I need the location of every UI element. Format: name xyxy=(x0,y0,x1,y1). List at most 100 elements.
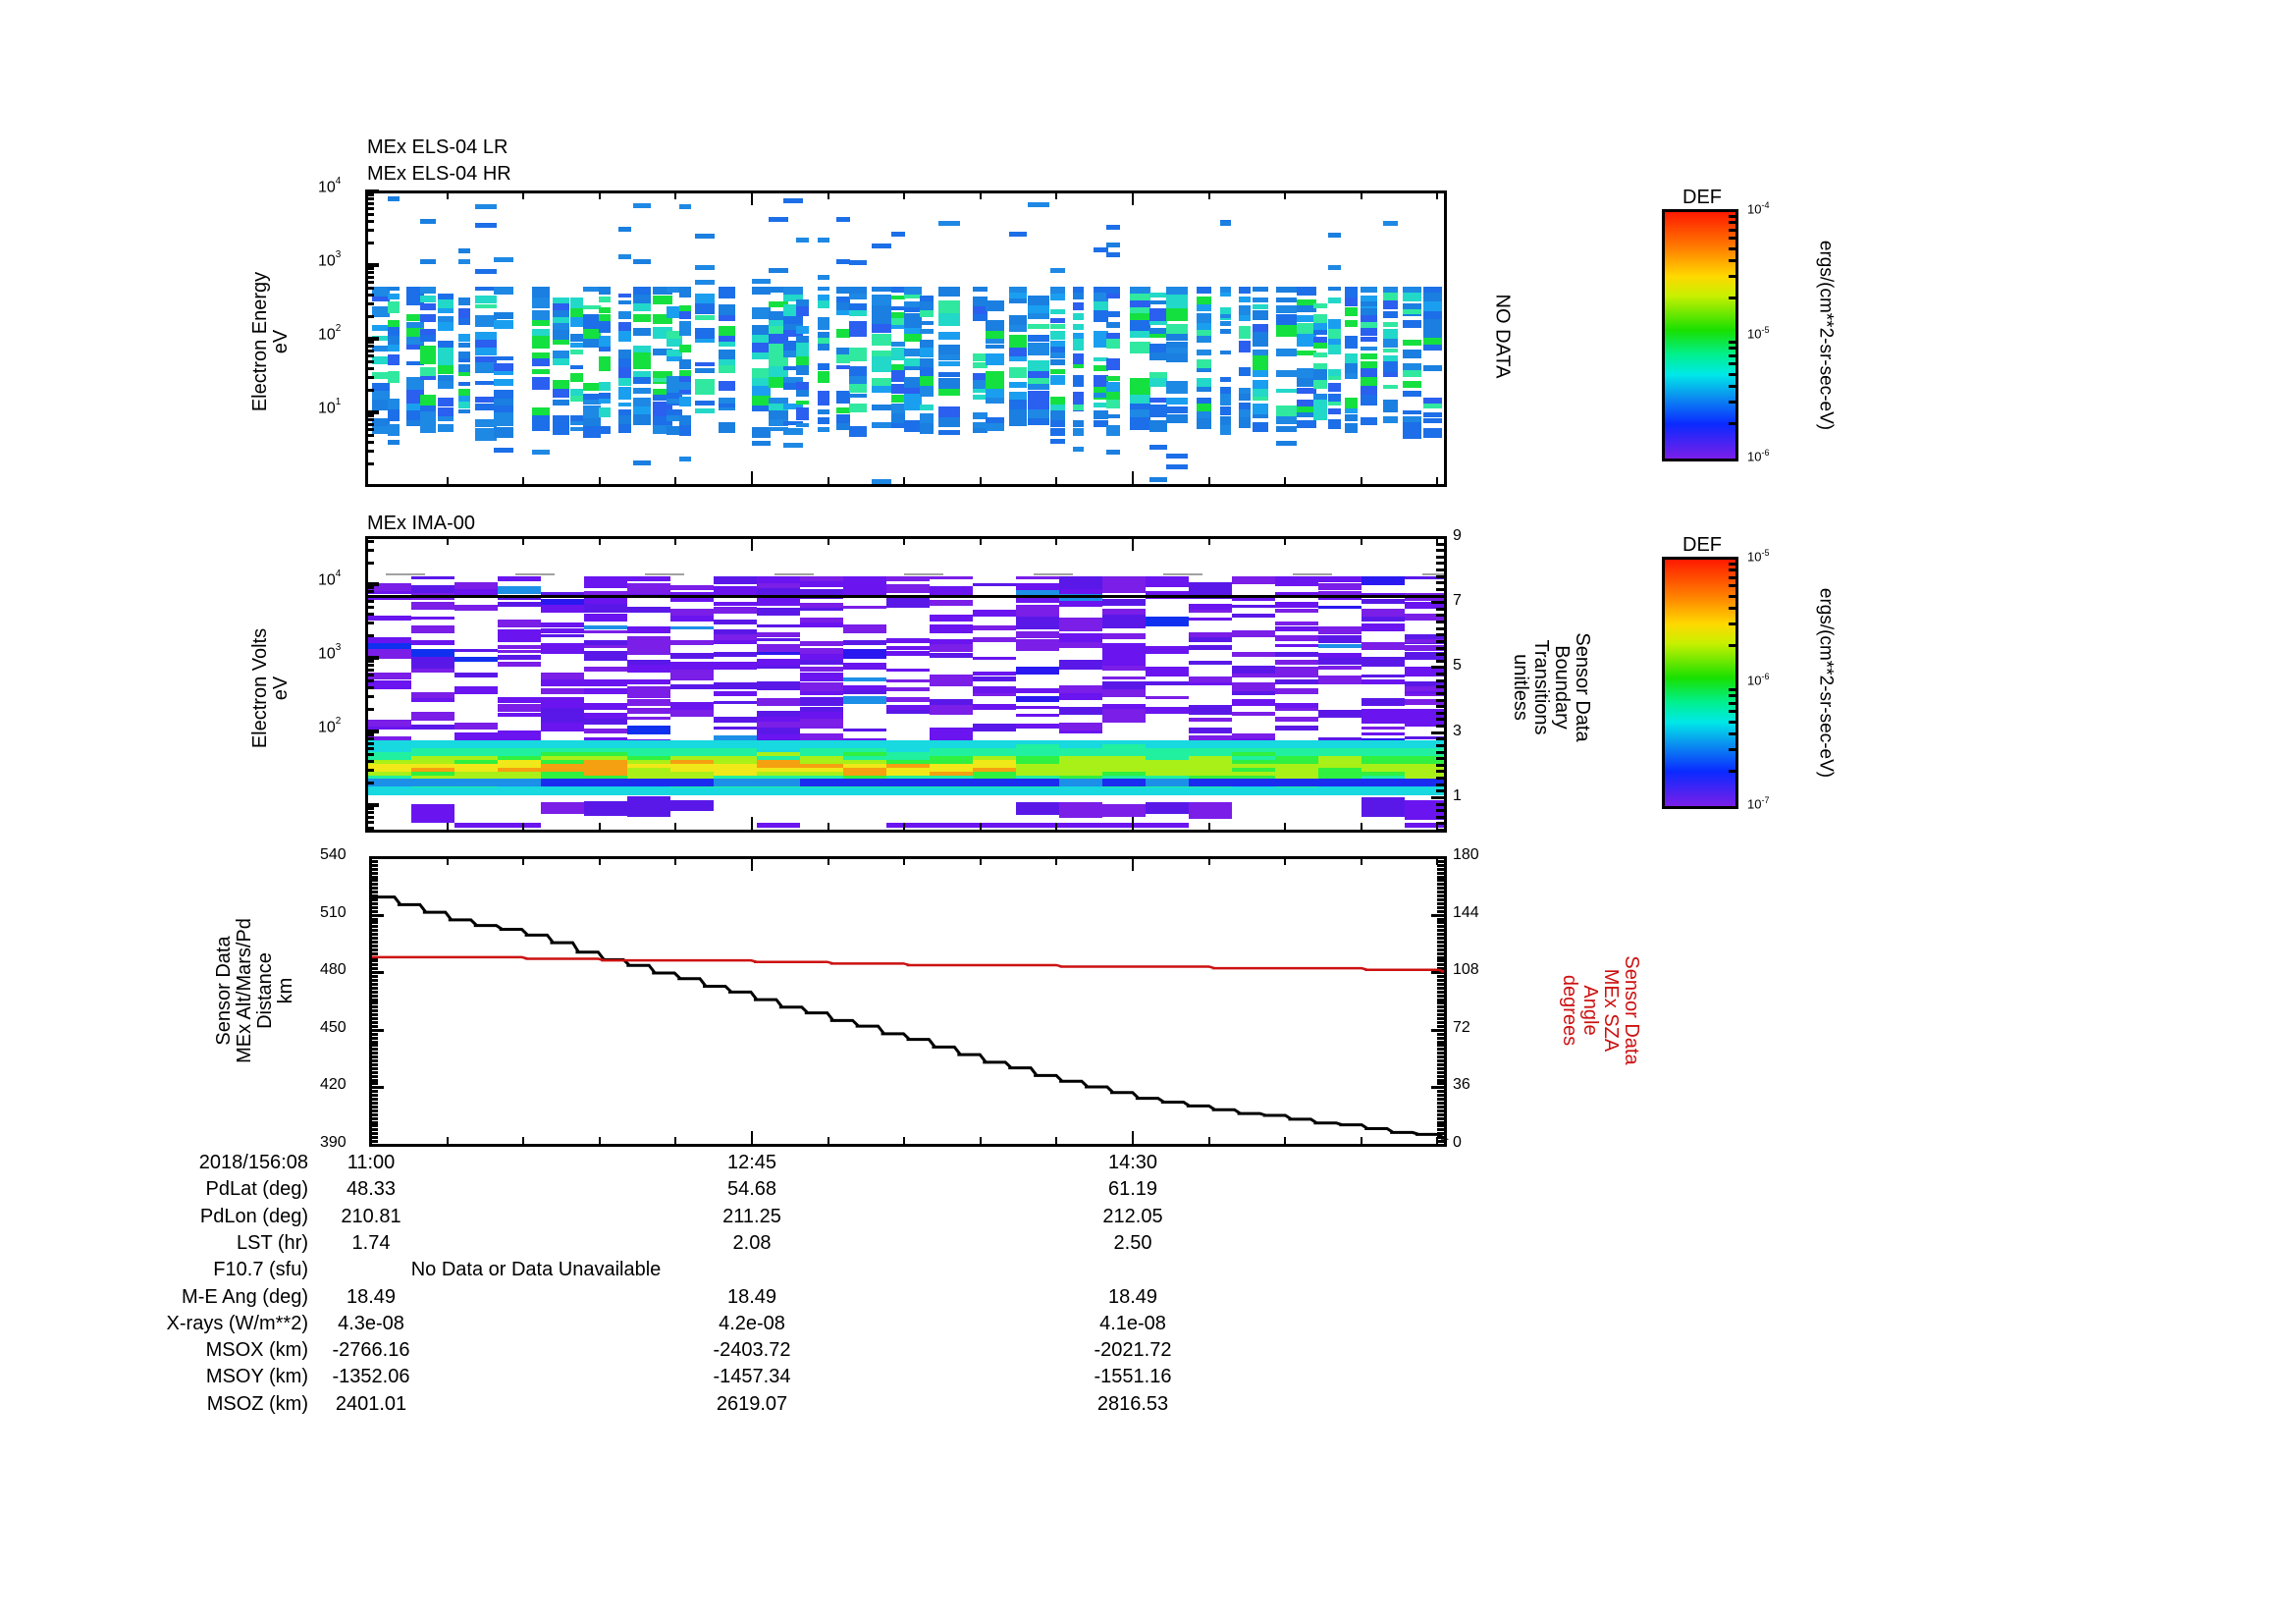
spectrogram-bin xyxy=(1149,445,1167,450)
x-tick xyxy=(1436,191,1439,199)
spectrogram-bin xyxy=(633,377,651,384)
spectrogram-bin xyxy=(541,752,584,756)
right-axis-tick xyxy=(1437,967,1445,971)
spectrogram-bin xyxy=(1232,595,1275,601)
spectrogram-bin xyxy=(1028,360,1049,372)
spectrogram-bin xyxy=(1313,330,1327,335)
spectrogram-bin xyxy=(1313,343,1327,349)
right-axis-tick xyxy=(1437,883,1445,887)
info-row-value: 1.74 xyxy=(351,1231,391,1254)
spectrogram-bin xyxy=(1073,353,1084,365)
spectrogram-bin xyxy=(1189,632,1232,641)
spectrogram-bin xyxy=(1166,398,1188,405)
spectrogram-bin xyxy=(1130,409,1150,417)
spectrogram-bin xyxy=(475,348,497,355)
spectrogram-bin xyxy=(930,744,973,748)
x-tick xyxy=(1207,191,1210,199)
spectrogram-bin xyxy=(1102,764,1146,768)
spectrogram-bin xyxy=(938,372,960,377)
spectrogram-bin xyxy=(1073,405,1084,410)
y-minor-tick xyxy=(365,586,374,590)
spectrogram-bin xyxy=(633,414,651,425)
y-label-line: Electron Volts xyxy=(249,627,271,749)
spectrogram-bin xyxy=(1016,802,1059,815)
spectrogram-bin xyxy=(541,714,584,723)
spectrogram-bin xyxy=(498,791,541,795)
spectrogram-bin xyxy=(1059,760,1102,764)
x-tick xyxy=(1360,823,1362,831)
spectrogram-bin xyxy=(872,386,891,393)
x-tick xyxy=(674,857,677,865)
spectrogram-bin xyxy=(930,624,973,633)
spectrogram-bin xyxy=(368,673,411,679)
spectrogram-bin xyxy=(1130,378,1150,387)
spectrogram-bin xyxy=(872,363,891,372)
right-axis-tick xyxy=(1437,887,1445,891)
spectrogram-bin xyxy=(1275,674,1318,677)
spectrogram-bin xyxy=(1362,772,1405,776)
x-tick xyxy=(1132,471,1134,485)
spectrogram-bin xyxy=(886,779,930,786)
spectrogram-bin xyxy=(645,573,684,575)
spectrogram-bin xyxy=(584,713,627,722)
left-axis-tick xyxy=(370,1102,378,1106)
spectrogram-bin xyxy=(494,399,513,407)
spectrogram-bin xyxy=(757,666,800,669)
spectrogram-bin xyxy=(1102,583,1146,593)
right-axis-tick xyxy=(1436,809,1445,813)
spectrogram-bin xyxy=(670,791,714,795)
y-major-tick xyxy=(365,410,379,414)
right-axis-tick xyxy=(1437,1074,1445,1078)
spectrogram-bin xyxy=(1275,703,1318,710)
spectrogram-bin xyxy=(769,358,788,368)
x-tick xyxy=(522,823,525,831)
spectrogram-bin xyxy=(891,232,905,237)
right-axis-tick xyxy=(1437,959,1445,963)
spectrogram-bin xyxy=(752,378,771,387)
left-axis-tick xyxy=(370,1017,378,1021)
right-axis-tick xyxy=(1436,653,1445,657)
spectrogram-bin xyxy=(1232,652,1275,657)
y-minor-tick xyxy=(365,660,374,664)
spectrogram-bin xyxy=(627,717,670,720)
spectrogram-bin xyxy=(843,685,886,693)
spectrogram-bin xyxy=(1276,314,1297,326)
spectrogram-bin xyxy=(618,294,631,298)
left-axis-tick xyxy=(370,1116,378,1120)
info-row-value: 14:30 xyxy=(1107,1152,1158,1173)
right-axis-tick xyxy=(1437,1094,1445,1098)
spectrogram-bin xyxy=(973,748,1016,752)
spectrogram-bin xyxy=(1050,375,1065,385)
spectrogram-bin xyxy=(1239,417,1251,428)
right-axis-tick xyxy=(1437,1036,1445,1040)
spectrogram-bin xyxy=(800,712,843,720)
spectrogram-bin xyxy=(458,382,470,386)
spectrogram-bin xyxy=(836,348,850,354)
spectrogram-bin xyxy=(904,287,922,295)
spectrogram-bin xyxy=(1403,410,1421,414)
spectrogram-bin xyxy=(458,358,470,362)
colorbar-1-title: DEF xyxy=(1682,187,1722,208)
spectrogram-bin xyxy=(843,589,886,596)
spectrogram-bin xyxy=(1253,298,1268,302)
spectrogram-bin xyxy=(1189,787,1232,791)
spectrogram-bin xyxy=(920,296,934,306)
right-axis-tick-label: 180 xyxy=(1453,846,1479,863)
spectrogram-bin xyxy=(438,322,454,331)
spectrogram-bin xyxy=(1362,679,1405,684)
spectrogram-bin xyxy=(1146,617,1189,626)
spectrogram-bin xyxy=(411,698,454,702)
spectrogram-bin xyxy=(1059,723,1102,731)
spectrogram-bin xyxy=(1189,618,1232,621)
spectrogram-bin xyxy=(757,681,800,690)
spectrogram-bin xyxy=(1016,756,1059,760)
spectrogram-bin xyxy=(388,287,400,291)
spectrogram-bin xyxy=(1362,797,1405,817)
spectrogram-bin xyxy=(454,772,498,776)
spectrogram-bin xyxy=(714,760,757,764)
spectrogram-bin xyxy=(986,389,1004,400)
spectrogram-bin xyxy=(1166,295,1188,303)
spectrogram-bin xyxy=(584,740,627,744)
spectrogram-bin xyxy=(872,405,891,410)
y-minor-tick xyxy=(365,594,374,598)
